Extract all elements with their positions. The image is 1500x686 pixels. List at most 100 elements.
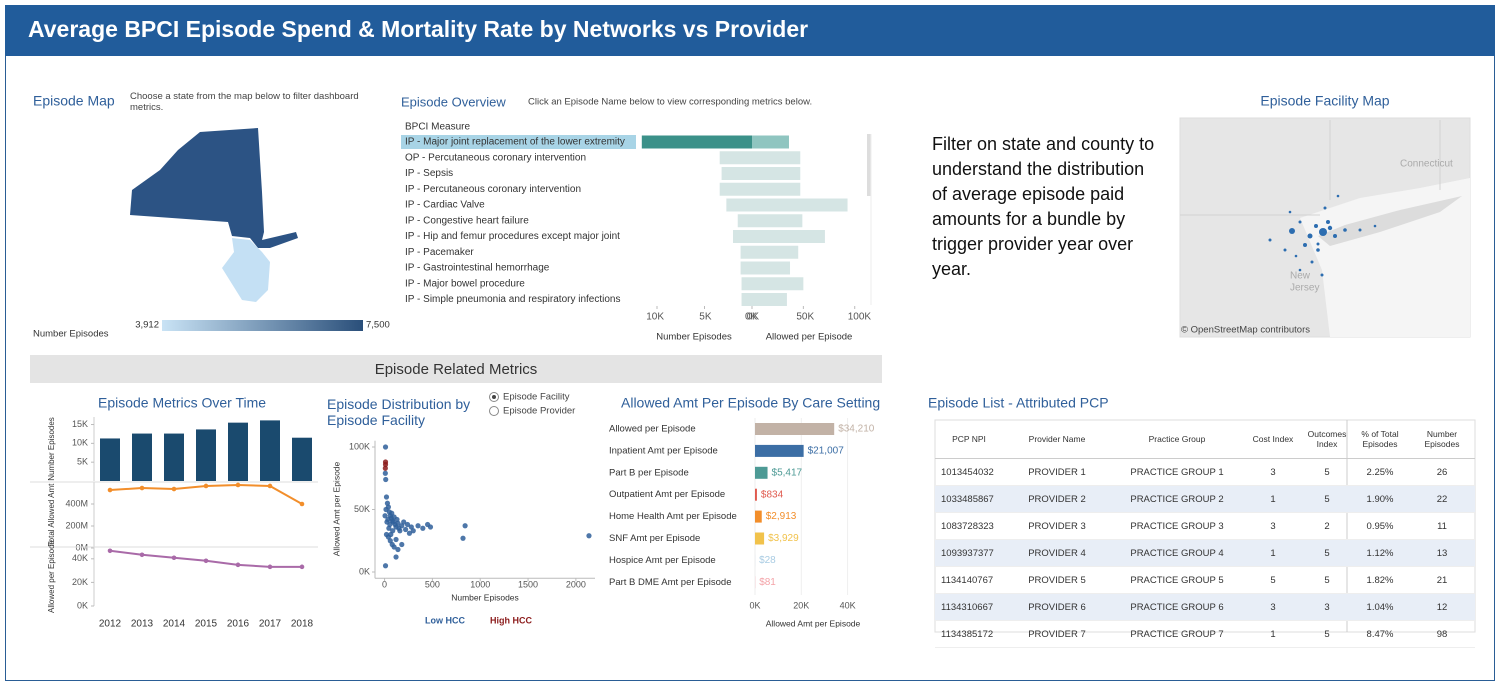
x-tick-label: 10K — [646, 312, 664, 323]
bar-allowed[interactable] — [752, 277, 804, 291]
header-row: PCP NPI Provider Name Practice Group Cost I… — [935, 420, 1475, 459]
category-label: Inpatient Amt per Episode — [609, 445, 718, 456]
table-cell: 22 — [1409, 485, 1475, 513]
point — [235, 482, 241, 488]
table-row[interactable]: 1093937377 PROVIDER 4 PRACTICE GROUP 4 1 5 1.… — [935, 539, 1475, 567]
table-row[interactable]: 1134310667 PROVIDER 6 PRACTICE GROUP 6 3 3 1.… — [935, 593, 1475, 621]
table-cell: PROVIDER 2 — [1003, 485, 1111, 513]
table-cell: 1.04% — [1351, 593, 1409, 621]
x-tick-label: 40K — [840, 600, 856, 610]
bar-allowed[interactable] — [752, 230, 825, 243]
bar-number-episodes[interactable] — [719, 182, 752, 196]
bar-allowed[interactable] — [752, 167, 801, 180]
episode-name[interactable]: IP - Sepsis — [405, 168, 453, 179]
y-tick-label: 200M — [65, 520, 88, 530]
radio-label[interactable]: Episode Facility — [503, 392, 570, 403]
bar-allowed[interactable] — [752, 261, 791, 275]
bar-allowed[interactable] — [752, 198, 848, 212]
y-tick-label: 0K — [359, 566, 370, 576]
bar-number-episodes[interactable] — [719, 151, 752, 165]
bar — [755, 466, 768, 479]
table-row[interactable]: 1033485867 PROVIDER 2 PRACTICE GROUP 2 1 5 1.… — [935, 485, 1475, 513]
bar-allowed[interactable] — [752, 135, 789, 149]
bar-number-episodes[interactable] — [726, 198, 752, 212]
scatter-point — [393, 536, 399, 543]
table-row[interactable]: 1083728323 PROVIDER 3 PRACTICE GROUP 3 3 2 0.… — [935, 512, 1475, 540]
chart-title: Episode Overview — [401, 94, 506, 109]
y-tick-label: 15K — [72, 419, 88, 429]
table-cell: PRACTICE GROUP 3 — [1111, 512, 1243, 540]
scatter-point — [383, 476, 389, 483]
bar-allowed[interactable] — [752, 182, 801, 196]
column-header: PCP NPI — [935, 420, 1003, 459]
column-header: Outcomes Index — [1303, 420, 1351, 459]
table-cell: 5 — [1303, 566, 1351, 594]
bar-allowed[interactable] — [752, 293, 787, 306]
table-cell: PROVIDER 7 — [1003, 620, 1111, 648]
episode-name[interactable]: IP - Pacemaker — [405, 247, 474, 258]
bar-number-episodes[interactable] — [733, 230, 752, 243]
bar — [100, 438, 120, 481]
episode-name[interactable]: IP - Hip and femur procedures except maj… — [405, 231, 620, 242]
x-tick-label: 0 — [382, 580, 387, 590]
x-tick-label: 500 — [425, 580, 440, 590]
value-label: $34,210 — [838, 424, 875, 435]
bar-number-episodes[interactable] — [741, 277, 752, 291]
table-row[interactable]: 1134140767 PROVIDER 5 PRACTICE GROUP 5 5 5 1.… — [935, 566, 1475, 594]
table-row[interactable]: 1134385172 PROVIDER 7 PRACTICE GROUP 7 1 5 8.… — [935, 620, 1475, 648]
episode-name[interactable]: IP - Gastrointestinal hemorrhage — [405, 263, 550, 274]
color-legend-bar — [162, 320, 363, 331]
column-header: Practice Group — [1111, 420, 1243, 459]
value-label: $834 — [761, 489, 784, 500]
scatter-point — [390, 528, 396, 534]
state-new-jersey[interactable] — [222, 238, 270, 302]
radio-dot — [492, 395, 496, 399]
y-tick-label: 50K — [354, 504, 370, 514]
category-label: SNF Amt per Episode — [609, 533, 700, 544]
x-tick-label: 2017 — [259, 619, 282, 630]
x-tick-label: 20K — [793, 600, 809, 610]
scatter-point — [460, 535, 466, 541]
table-cell: 1 — [1243, 539, 1303, 567]
point — [267, 483, 273, 489]
episode-name[interactable]: IP - Simple pneumonia and respiratory in… — [405, 294, 620, 305]
bar-number-episodes[interactable] — [737, 214, 752, 228]
legend-title: Number Episodes — [33, 329, 109, 340]
episode-name[interactable]: IP - Percutaneous coronary intervention — [405, 184, 581, 195]
scatter-point — [393, 554, 399, 560]
table-row[interactable]: 1013454032 PROVIDER 1 PRACTICE GROUP 1 3 5 2.… — [935, 458, 1475, 486]
episode-name[interactable]: IP - Major joint replacement of the lowe… — [405, 137, 625, 148]
selected-row — [401, 135, 636, 149]
x-tick-label: 1500 — [518, 580, 538, 590]
bar-allowed[interactable] — [752, 245, 799, 259]
category-label: Hospice Amt per Episode — [609, 555, 716, 566]
bar-allowed[interactable] — [752, 214, 803, 228]
episode-name[interactable]: IP - Cardiac Valve — [405, 200, 485, 211]
chart-title: Allowed Amt Per Episode By Care Setting — [621, 395, 880, 411]
radio[interactable] — [489, 406, 499, 416]
bar-number-episodes[interactable] — [721, 167, 752, 180]
episode-name[interactable]: IP - Congestive heart failure — [405, 215, 529, 226]
scatter-point — [382, 461, 389, 468]
table-cell: 1 — [1243, 620, 1303, 648]
state-new-york[interactable] — [130, 128, 298, 248]
y-tick-label: 5K — [77, 457, 88, 467]
x-tick-label: 100K — [848, 312, 872, 323]
x-tick-label: 2016 — [227, 619, 250, 630]
bar-number-episodes[interactable] — [740, 261, 752, 275]
scatter-point — [391, 544, 397, 550]
bar-allowed[interactable] — [752, 151, 801, 165]
table-cell: 13 — [1409, 539, 1475, 567]
bar-number-episodes[interactable] — [641, 135, 752, 149]
bar — [755, 488, 757, 501]
episode-name[interactable]: IP - Major bowel procedure — [405, 278, 525, 289]
radio-label[interactable]: Episode Provider — [503, 406, 575, 417]
scatter-point — [382, 563, 389, 569]
episode-name[interactable]: OP - Percutaneous coronary intervention — [405, 152, 586, 163]
panel-title: Episode Map — [33, 93, 115, 109]
bar — [164, 433, 184, 481]
bar-number-episodes[interactable] — [740, 245, 752, 259]
bar-number-episodes[interactable] — [741, 293, 752, 306]
y-tick-label: 10K — [72, 438, 88, 448]
column-header: % of Total Episodes — [1351, 420, 1409, 459]
